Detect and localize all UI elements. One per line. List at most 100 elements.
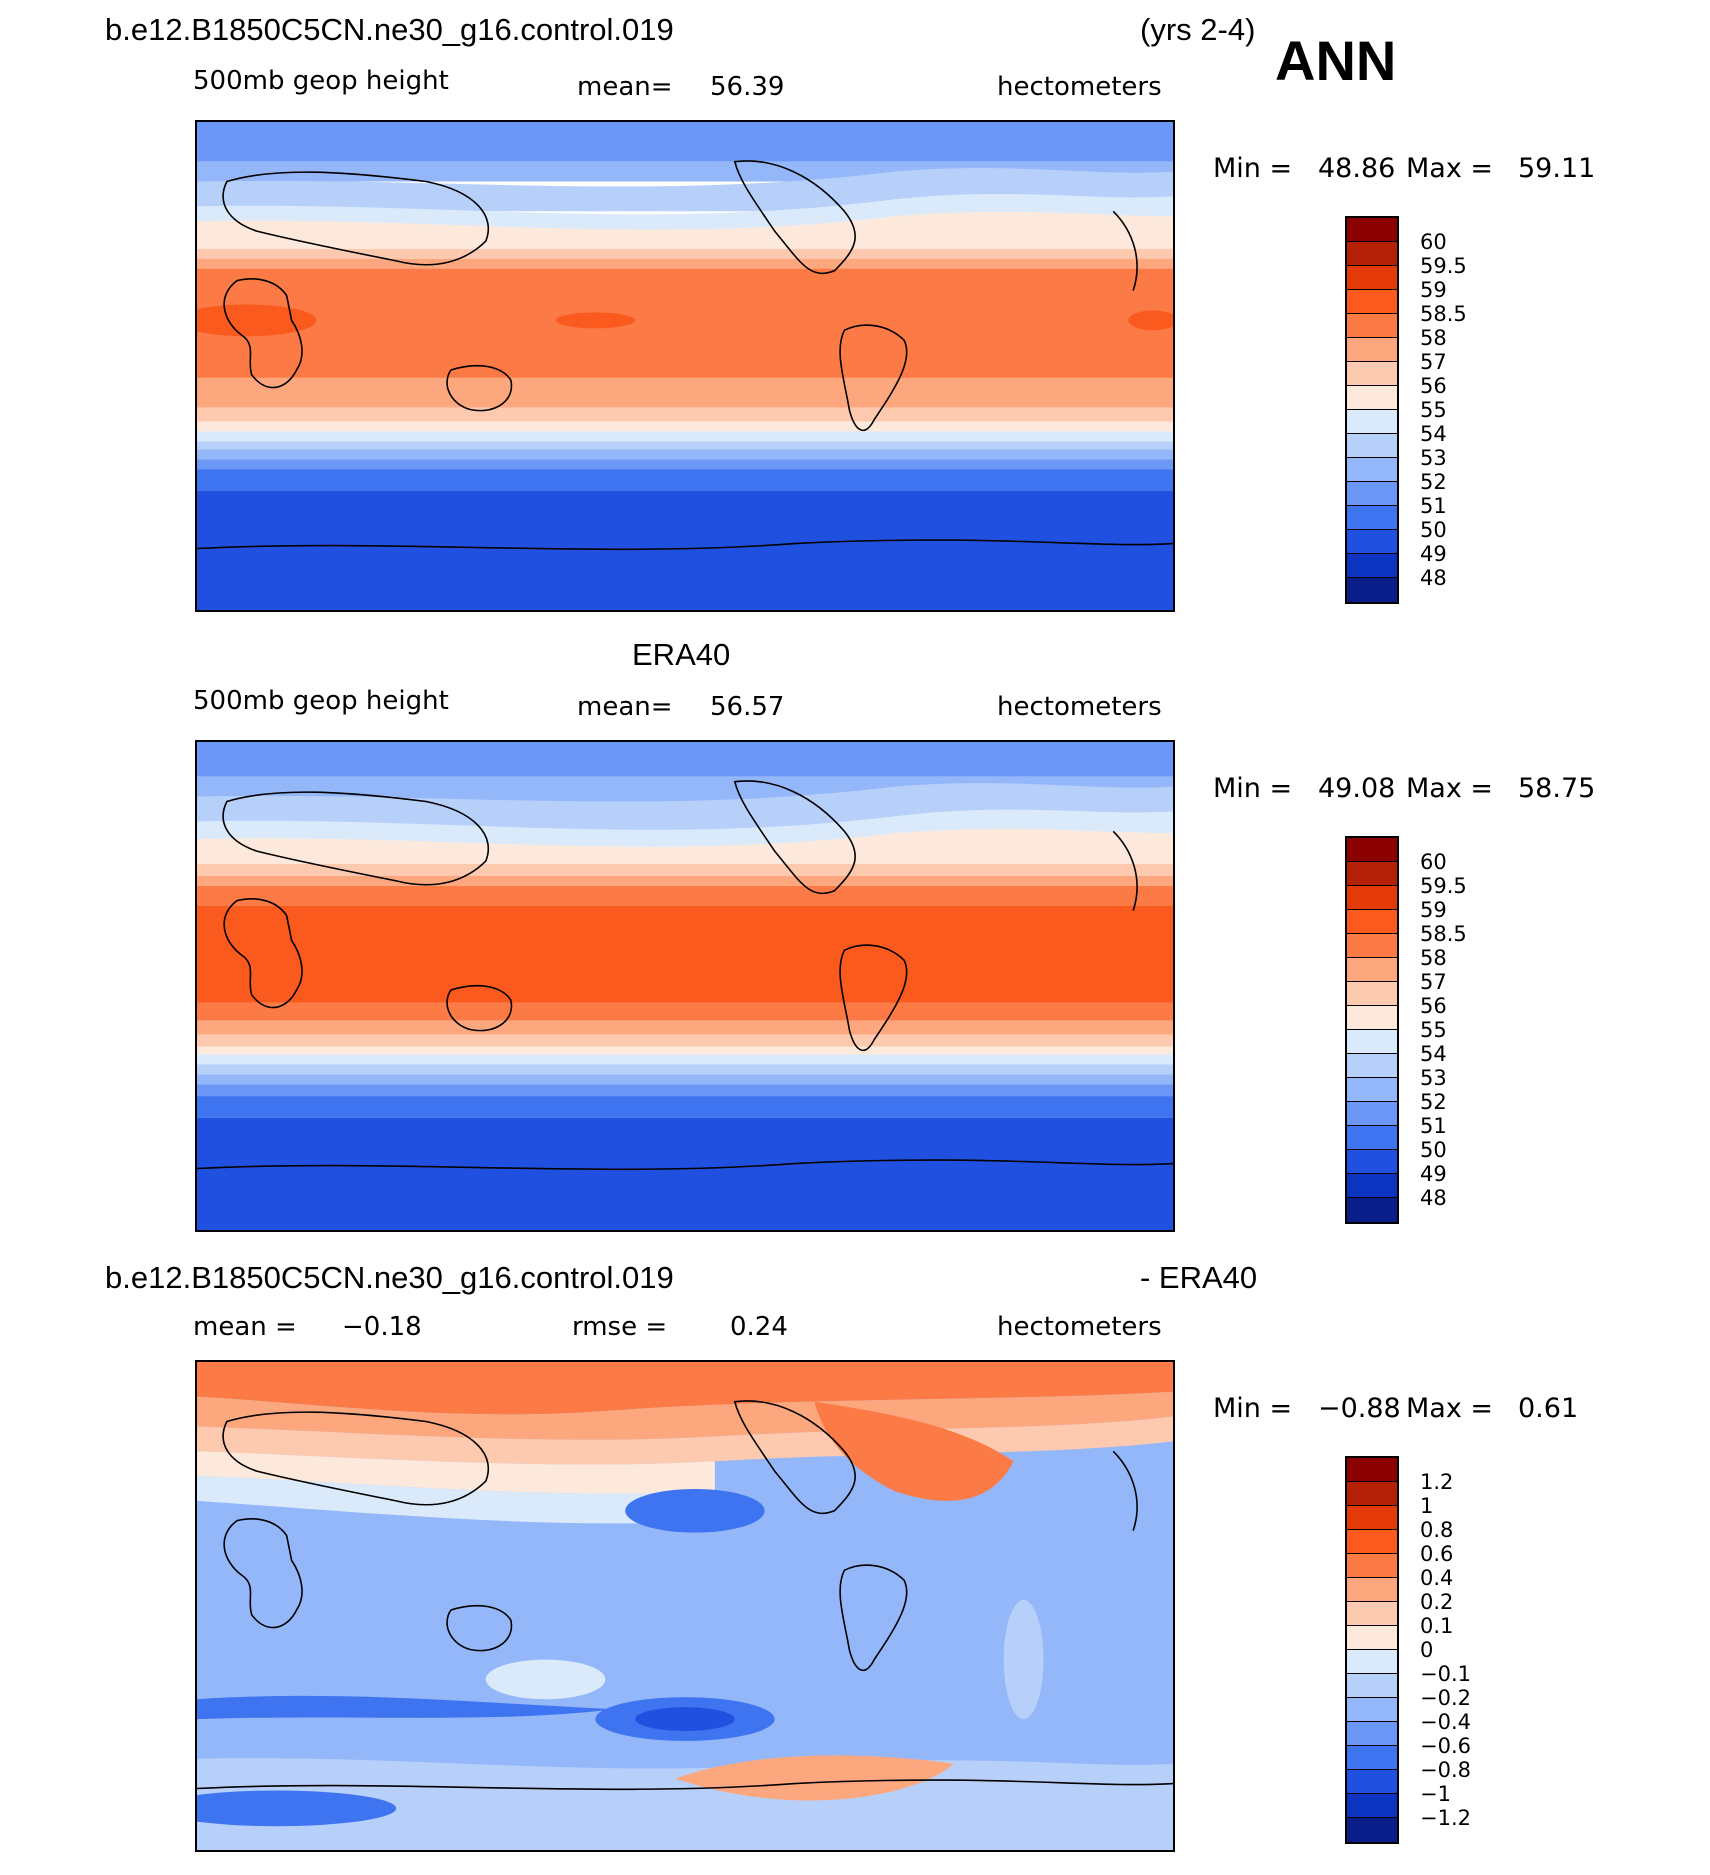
colorbar-level-label: 1 [1420, 1494, 1434, 1518]
colorbar-segment [1347, 290, 1397, 314]
panel3-max-label: Max = [1406, 1393, 1494, 1424]
panel3-coastlines [197, 1400, 1173, 1791]
panel3-map [195, 1360, 1175, 1852]
panel3-contour-svg [197, 1362, 1173, 1850]
panel2-contour-svg [197, 742, 1173, 1230]
colorbar-level-label: 55 [1420, 1018, 1447, 1042]
panel3-rmse-label: rmse = [572, 1312, 668, 1342]
colorbar-level-label: −0.2 [1420, 1686, 1471, 1710]
colorbar-segment [1347, 1746, 1397, 1770]
colorbar-segment [1347, 1150, 1397, 1174]
colorbar-segment [1347, 1818, 1397, 1842]
colorbar-segment [1347, 314, 1397, 338]
panel2-min-value: 49.08 [1318, 773, 1396, 804]
colorbar-level-label: −0.4 [1420, 1710, 1471, 1734]
colorbar-level-label: −0.1 [1420, 1662, 1471, 1686]
colorbar-level-label: 0.4 [1420, 1566, 1454, 1590]
colorbar-segment [1347, 218, 1397, 242]
colorbar-level-label: 60 [1420, 850, 1447, 874]
colorbar-level-label: −1 [1420, 1782, 1451, 1806]
colorbar-segment [1347, 1674, 1397, 1698]
panel3-title-left: b.e12.B1850C5CN.ne30_g16.control.019 [105, 1260, 674, 1295]
colorbar-segment [1347, 862, 1397, 886]
colorbar-segment [1347, 1458, 1397, 1482]
panel3-max-value: 0.61 [1518, 1393, 1579, 1424]
panel1-contour-svg [197, 122, 1173, 610]
colorbar-segment [1347, 434, 1397, 458]
colorbar-level-label: 53 [1420, 1066, 1447, 1090]
colorbar-segment [1347, 838, 1397, 862]
colorbar-level-label: 54 [1420, 422, 1447, 446]
colorbar-level-label: 0.1 [1420, 1614, 1454, 1638]
colorbar-segment [1347, 1506, 1397, 1530]
colorbar-level-label: 59.5 [1420, 254, 1467, 278]
colorbar-segment [1347, 1578, 1397, 1602]
colorbar-level-label: 0.8 [1420, 1518, 1454, 1542]
colorbar-level-label: 54 [1420, 1042, 1447, 1066]
colorbar-level-label: 58.5 [1420, 922, 1467, 946]
colorbar-level-label: 48 [1420, 566, 1447, 590]
colorbar-segment [1347, 910, 1397, 934]
colorbar-level-label: −0.8 [1420, 1758, 1471, 1782]
colorbar-segment [1347, 506, 1397, 530]
colorbar-level-label: 52 [1420, 1090, 1447, 1114]
colorbar-segment [1347, 458, 1397, 482]
colorbar-segment [1347, 1054, 1397, 1078]
colorbar-segment [1347, 1650, 1397, 1674]
colorbar-level-label: 57 [1420, 970, 1447, 994]
panel3-units: hectometers [997, 1312, 1162, 1342]
colorbar-segment [1347, 1530, 1397, 1554]
panel3-title-right: - ERA40 [1140, 1260, 1258, 1295]
colorbar-level-label: 55 [1420, 398, 1447, 422]
panel2-title: ERA40 [632, 637, 731, 672]
colorbar-segment [1347, 1030, 1397, 1054]
years-label: (yrs 2-4) [1140, 12, 1256, 47]
panel2-max-label: Max = [1406, 773, 1494, 804]
colorbar-segment [1347, 1770, 1397, 1794]
season-label: ANN [1275, 29, 1397, 92]
colorbar-segment [1347, 1198, 1397, 1222]
colorbar-segment [1347, 410, 1397, 434]
colorbar-level-label: 52 [1420, 470, 1447, 494]
colorbar-segment [1347, 482, 1397, 506]
colorbar-level-label: 58 [1420, 946, 1447, 970]
colorbar-segment [1347, 1626, 1397, 1650]
panel1-max-value: 59.11 [1518, 153, 1596, 184]
colorbar-segment [1347, 934, 1397, 958]
colorbar-segment [1347, 982, 1397, 1006]
colorbar-segment [1347, 1174, 1397, 1198]
colorbar-level-label: 60 [1420, 230, 1447, 254]
colorbar-segment [1347, 1794, 1397, 1818]
colorbar-segment [1347, 338, 1397, 362]
colorbar-segment [1347, 1102, 1397, 1126]
colorbar-segment [1347, 1698, 1397, 1722]
colorbar-segment [1347, 386, 1397, 410]
panel1-mean-value: 56.39 [710, 72, 785, 102]
colorbar-level-label: 59 [1420, 898, 1447, 922]
colorbar-level-label: 58 [1420, 326, 1447, 350]
colorbar-level-label: 0 [1420, 1638, 1434, 1662]
colorbar-level-label: 50 [1420, 1138, 1447, 1162]
colorbar-segment [1347, 530, 1397, 554]
panel2-mean-label: mean= [577, 692, 673, 722]
panel1-coastlines [197, 160, 1173, 551]
panel1-max-label: Max = [1406, 153, 1494, 184]
colorbar-segment [1347, 1078, 1397, 1102]
colorbar-segment [1347, 362, 1397, 386]
colorbar-level-label: 0.6 [1420, 1542, 1454, 1566]
panel1-units: hectometers [997, 72, 1162, 102]
colorbar-level-label: 57 [1420, 350, 1447, 374]
panel1-colorbar [1345, 216, 1399, 604]
panel2-units: hectometers [997, 692, 1162, 722]
panel3-rmse-value: 0.24 [730, 1312, 788, 1342]
colorbar-level-label: 48 [1420, 1186, 1447, 1210]
colorbar-segment [1347, 554, 1397, 578]
colorbar-segment [1347, 1554, 1397, 1578]
panel3-mean-label: mean = [193, 1312, 297, 1342]
colorbar-level-label: 51 [1420, 494, 1447, 518]
colorbar-segment [1347, 1602, 1397, 1626]
colorbar-level-label: 58.5 [1420, 302, 1467, 326]
panel3-colorbar [1345, 1456, 1399, 1844]
colorbar-segment [1347, 1482, 1397, 1506]
colorbar-level-label: 50 [1420, 518, 1447, 542]
